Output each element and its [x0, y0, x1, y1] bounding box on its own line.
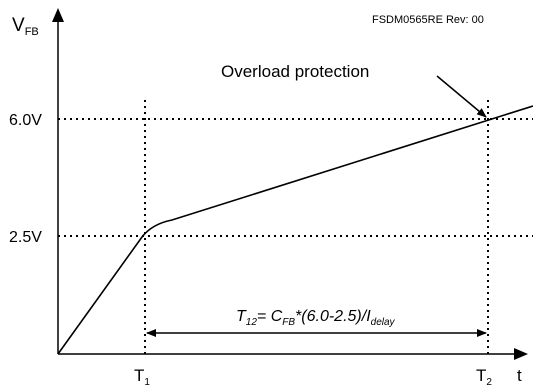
- vfb-curve: [57, 105, 533, 355]
- overload-arrow: [436, 75, 487, 118]
- overload-label: Overload protection: [221, 62, 369, 81]
- tick-6v: 6.0V: [9, 112, 42, 129]
- formula-label: T12= CFB*(6.0-2.5)/Idelay: [236, 308, 396, 328]
- x-axis-arrow: [514, 348, 528, 360]
- y-axis-label: VFB: [12, 15, 39, 38]
- t1-label: T1: [134, 366, 150, 387]
- tick-2-5v: 2.5V: [9, 229, 42, 246]
- revision-label: FSDM0565RE Rev: 00: [372, 14, 484, 26]
- y-axis-arrow: [52, 8, 64, 22]
- t2-label: T2: [476, 366, 492, 387]
- x-axis-label: t: [517, 366, 522, 385]
